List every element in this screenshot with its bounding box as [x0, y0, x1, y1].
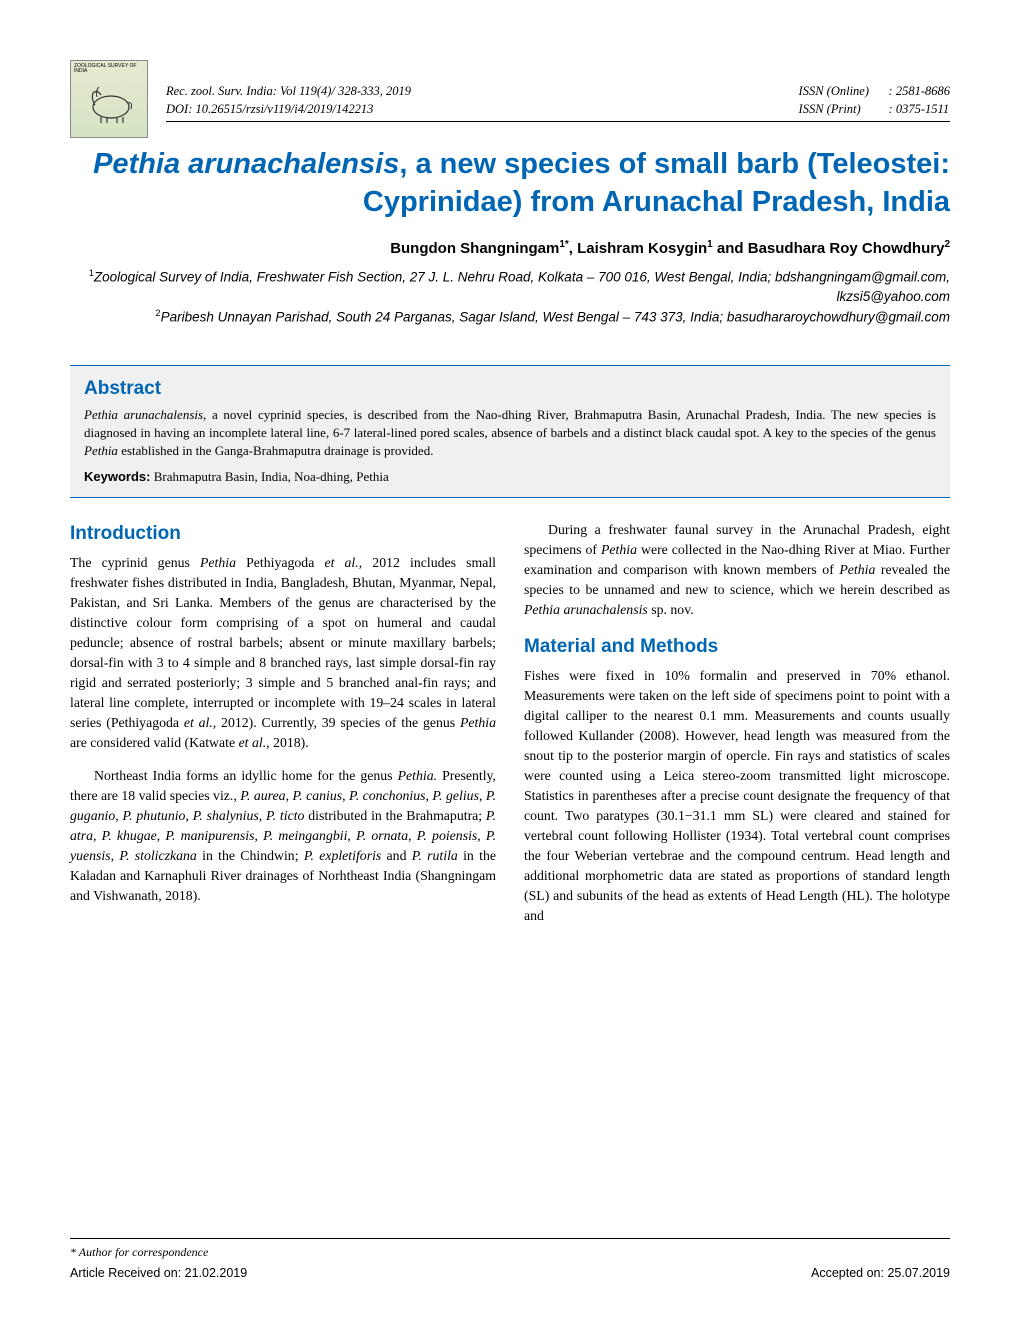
keywords-line: Keywords: Brahmaputra Basin, India, Noa-…: [84, 469, 936, 485]
right-column: During a freshwater faunal survey in the…: [524, 520, 950, 940]
introduction-heading: Introduction: [70, 520, 496, 548]
correspondence-note: * Author for correspondence: [70, 1245, 950, 1260]
page-footer: * Author for correspondence Article Rece…: [70, 1238, 950, 1280]
header-meta: Rec. zool. Surv. India: Vol 119(4)/ 328-…: [166, 83, 950, 138]
materials-para-1: Fishes were fixed in 10% formalin and pr…: [524, 666, 950, 926]
materials-heading: Material and Methods: [524, 633, 950, 661]
affiliations-block: 1Zoological Survey of India, Freshwater …: [70, 267, 950, 327]
journal-logo: ZOOLOGICAL SURVEY OF INDIA: [70, 60, 148, 138]
footer-rule: [70, 1238, 950, 1239]
body-columns: Introduction The cyprinid genus Pethia P…: [70, 520, 950, 940]
footer-dates: Article Received on: 21.02.2019 Accepted…: [70, 1266, 950, 1280]
header-row: ZOOLOGICAL SURVEY OF INDIA Rec. zool. Su…: [70, 60, 950, 138]
affiliation-2: 2Paribesh Unnayan Parishad, South 24 Par…: [70, 307, 950, 327]
journal-line: Rec. zool. Surv. India: Vol 119(4)/ 328-…: [166, 83, 411, 101]
intro-para-2: Northeast India forms an idyllic home fo…: [70, 766, 496, 906]
received-date: Article Received on: 21.02.2019: [70, 1266, 247, 1280]
issn-online-value: : 2581-8686: [889, 84, 950, 98]
intro-para-1: The cyprinid genus Pethia Pethiyagoda et…: [70, 553, 496, 753]
left-column: Introduction The cyprinid genus Pethia P…: [70, 520, 496, 940]
keywords-text: Brahmaputra Basin, India, Noa-dhing, Pet…: [150, 469, 388, 484]
journal-citation: Rec. zool. Surv. India: Vol 119(4)/ 328-…: [166, 83, 411, 118]
logo-caption: ZOOLOGICAL SURVEY OF INDIA: [74, 64, 147, 74]
doi-line: DOI: 10.26515/rzsi/v119/i4/2019/142213: [166, 101, 411, 119]
abstract-heading: Abstract: [84, 378, 936, 400]
issn-block: ISSN (Online): 2581-8686 ISSN (Print): 0…: [799, 83, 950, 118]
issn-online-label: ISSN (Online): [799, 83, 889, 101]
logo-animal-icon: [77, 67, 141, 131]
affiliation-1: 1Zoological Survey of India, Freshwater …: [70, 267, 950, 307]
keywords-label: Keywords:: [84, 469, 150, 484]
abstract-text: Pethia arunachalensis, a novel cyprinid …: [84, 406, 936, 461]
article-title: Pethia arunachalensis, a new species of …: [70, 146, 950, 221]
issn-print-value: : 0375-1511: [889, 102, 950, 116]
accepted-date: Accepted on: 25.07.2019: [811, 1266, 950, 1280]
intro-para-3: During a freshwater faunal survey in the…: [524, 520, 950, 620]
header-rule: [166, 121, 950, 122]
title-rest: , a new species of small barb (Teleostei…: [363, 148, 950, 218]
title-species: Pethia arunachalensis: [93, 148, 399, 180]
abstract-box: Abstract Pethia arunachalensis, a novel …: [70, 365, 950, 498]
issn-print-label: ISSN (Print): [799, 101, 889, 119]
authors-line: Bungdon Shangningam1*, Laishram Kosygin1…: [70, 239, 950, 257]
